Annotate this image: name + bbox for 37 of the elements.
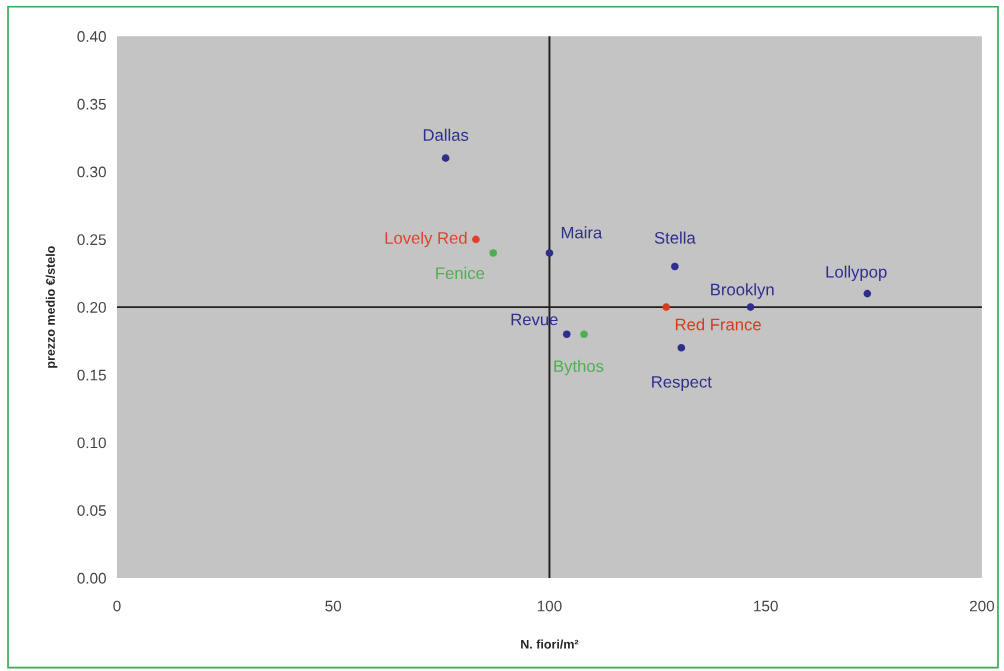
annotation: Stella xyxy=(654,231,696,244)
point xyxy=(677,343,686,352)
annotation: Lollypop xyxy=(826,265,887,282)
annotation: Fenice xyxy=(436,266,485,280)
x-tick-label: 100 xyxy=(537,600,562,612)
x-axis-title: N. fiori/m² xyxy=(521,639,579,649)
y-tick-label: 0.25 xyxy=(77,234,106,246)
annotation: Maira xyxy=(561,226,603,239)
annotation: Bythos xyxy=(554,359,604,376)
y-axis-title: prezzo medio €/stelo xyxy=(45,246,58,368)
point xyxy=(562,330,571,339)
point xyxy=(662,303,671,311)
x-tick-label: 0 xyxy=(113,600,121,612)
point xyxy=(746,303,755,311)
y-tick-label: 0.20 xyxy=(77,301,106,313)
y-tick-label: 0.05 xyxy=(77,505,106,516)
annotation: Respect xyxy=(652,376,712,392)
point xyxy=(863,289,872,298)
y-tick-label: 0.10 xyxy=(77,437,106,449)
y-tick-label: 0.40 xyxy=(77,31,106,42)
y-tick-label: 0.15 xyxy=(77,369,106,381)
annotation: Lovely Red xyxy=(385,231,467,248)
point xyxy=(580,330,588,339)
annotation: Brooklyn xyxy=(711,283,774,299)
annotation: Dallas xyxy=(423,128,469,141)
y-tick-label: 0.00 xyxy=(77,572,106,584)
point xyxy=(489,249,498,257)
point xyxy=(472,235,480,244)
point xyxy=(671,262,679,271)
x-tick-label: 50 xyxy=(325,600,342,612)
point xyxy=(545,249,554,257)
y-tick-label: 0.35 xyxy=(77,98,106,110)
x-tick-label: 200 xyxy=(969,600,995,612)
point xyxy=(441,154,450,162)
annotation: Red France xyxy=(675,318,761,331)
x-tick-label: 150 xyxy=(754,600,778,612)
y-tick-label: 0.30 xyxy=(77,166,106,178)
